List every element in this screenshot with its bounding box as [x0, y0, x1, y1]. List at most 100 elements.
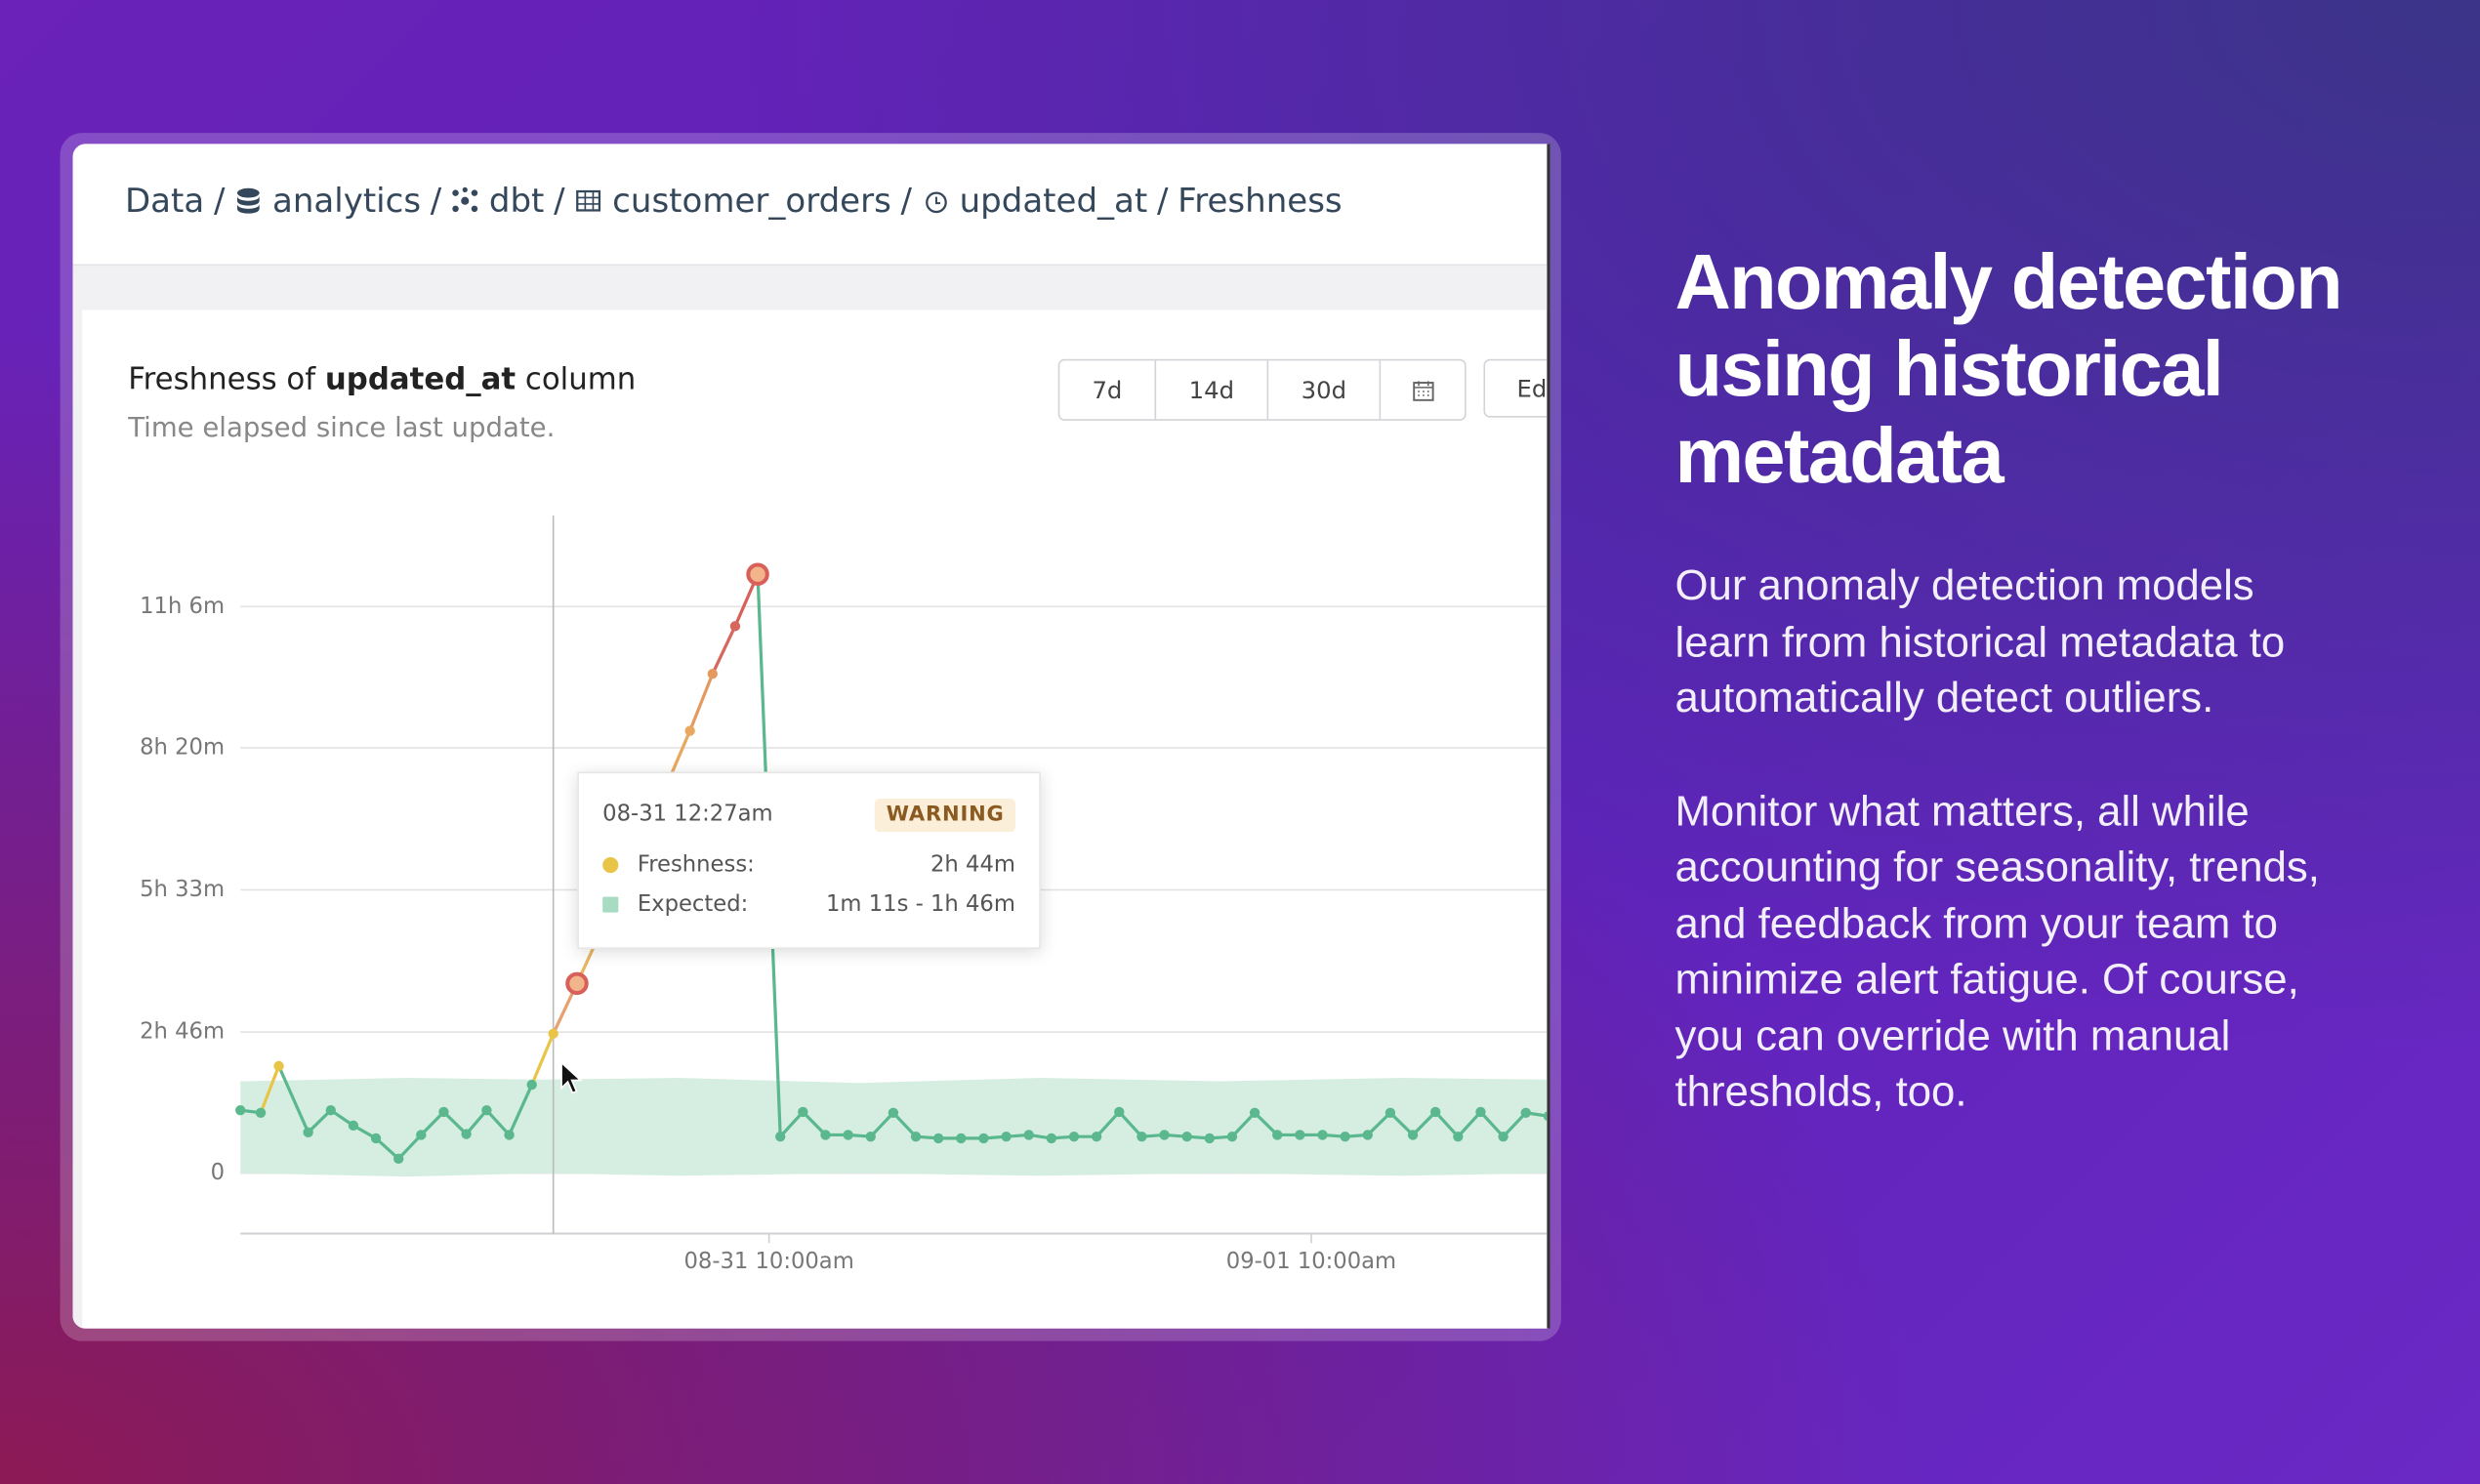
- point: [1272, 1130, 1283, 1140]
- line-segment: [891, 1111, 918, 1138]
- anomaly-point: [565, 971, 589, 996]
- point: [1407, 1130, 1419, 1140]
- line-segment: [374, 1136, 400, 1161]
- range-button[interactable]: 7d: [1059, 360, 1157, 420]
- point: [325, 1104, 336, 1116]
- legend-swatch: [602, 896, 619, 913]
- breadcrumb-item[interactable]: Data: [124, 182, 205, 221]
- line-segment: [442, 1110, 468, 1135]
- line-segment: [1095, 1110, 1121, 1138]
- line-segment: [779, 1110, 805, 1138]
- point: [1046, 1133, 1057, 1144]
- point: [1159, 1130, 1170, 1140]
- range-button[interactable]: 30d: [1268, 360, 1382, 420]
- point: [461, 1129, 472, 1139]
- point: [1385, 1107, 1396, 1118]
- panel-edge: [72, 308, 83, 1329]
- tooltip-date: 08-31 12:27am: [602, 802, 773, 828]
- headline-line: using historical: [1674, 327, 2223, 413]
- line-segment: [277, 1065, 310, 1134]
- tooltip: 08-31 12:27am WARNING Freshness: 2h 44m Exp…: [577, 771, 1041, 949]
- breadcrumb-item[interactable]: dbt: [488, 182, 545, 221]
- point: [888, 1107, 899, 1118]
- line-segment: [1411, 1110, 1437, 1136]
- line-segment: [530, 1033, 556, 1086]
- range-button[interactable]: 14d: [1156, 360, 1269, 420]
- status-badge: WARNING: [875, 798, 1015, 832]
- breadcrumb-separator: /: [1156, 182, 1169, 221]
- breadcrumb-item[interactable]: Freshness: [1178, 182, 1343, 221]
- paragraph-line: learn from historical metadata to: [1674, 617, 2286, 666]
- point: [273, 1060, 284, 1072]
- paragraph-line: Our anomaly detection models: [1674, 561, 2254, 609]
- point: [1249, 1107, 1261, 1118]
- breadcrumb-item[interactable]: updated_at: [959, 182, 1148, 221]
- paragraph-line: Monitor what matters, all while: [1674, 786, 2250, 835]
- point: [370, 1133, 382, 1144]
- headline-line: Anomaly detection: [1674, 240, 2342, 326]
- point: [255, 1107, 267, 1118]
- edit-button[interactable]: Ed: [1483, 358, 1548, 418]
- paragraph: Monitor what matters, all while accountin…: [1674, 784, 2341, 1121]
- point: [548, 1028, 558, 1039]
- breadcrumb-separator: /: [554, 182, 565, 221]
- breadcrumb-item[interactable]: customer_orders: [612, 182, 891, 221]
- point: [1362, 1130, 1373, 1140]
- line-segment: [465, 1109, 488, 1135]
- panel-subtitle: Time elapsed since last update.: [128, 412, 556, 445]
- point: [1317, 1130, 1328, 1140]
- title-text: Freshness of: [128, 361, 325, 397]
- line-segment: [802, 1110, 827, 1136]
- tooltip-label: Expected:: [637, 891, 749, 918]
- legend-swatch: [602, 856, 619, 874]
- paragraph-line: you can override with manual: [1674, 1010, 2231, 1059]
- point: [1295, 1130, 1305, 1140]
- breadcrumb: Data / analytics / dbt / customer_orders / updat…: [125, 182, 1343, 220]
- breadcrumb-icon: [452, 186, 478, 213]
- line-segment: [1479, 1110, 1505, 1138]
- point: [707, 668, 718, 680]
- breadcrumb-item[interactable]: analytics: [272, 182, 422, 221]
- anomaly-point: [746, 562, 769, 586]
- line-segment: [1457, 1110, 1482, 1138]
- point: [684, 725, 695, 736]
- point: [1023, 1130, 1034, 1140]
- headline-line: metadata: [1674, 414, 2004, 500]
- promo: Anomaly detection using historical metadat…: [1674, 240, 2342, 1121]
- tooltip-label: Freshness:: [637, 852, 755, 879]
- y-tick-label: 0: [211, 1160, 225, 1185]
- point: [910, 1132, 922, 1142]
- paragraph: Our anomaly detection models learn from h…: [1674, 558, 2341, 727]
- point: [1340, 1132, 1350, 1142]
- breadcrumb-icon: [576, 189, 601, 212]
- line-segment: [307, 1109, 332, 1134]
- point: [978, 1133, 989, 1144]
- point: [865, 1132, 876, 1142]
- line-segment: [1118, 1110, 1143, 1138]
- paragraph-line: accounting for seasonality, trends,: [1674, 843, 2320, 891]
- point: [235, 1104, 246, 1116]
- point: [1543, 1111, 1548, 1122]
- breadcrumb-separator: /: [430, 182, 442, 221]
- point: [1091, 1132, 1102, 1142]
- calendar-button[interactable]: [1381, 360, 1465, 419]
- line-segment: [1366, 1111, 1392, 1136]
- point: [1475, 1106, 1486, 1118]
- point: [1520, 1107, 1531, 1118]
- point: [1068, 1132, 1080, 1142]
- point: [526, 1079, 537, 1091]
- point: [481, 1104, 492, 1116]
- point: [820, 1130, 831, 1140]
- point: [1204, 1133, 1216, 1144]
- panel-title: Freshness of updated_at column: [128, 362, 636, 397]
- line-segment: [397, 1134, 423, 1160]
- point: [798, 1106, 808, 1118]
- range-buttons: 7d 14d 30d: [1057, 358, 1467, 421]
- x-tick-label: 09-01 10:00am: [1226, 1249, 1396, 1274]
- line-segment: [1433, 1110, 1460, 1138]
- line-segment: [485, 1109, 511, 1136]
- point: [1498, 1132, 1509, 1142]
- point: [729, 621, 741, 632]
- line-segment: [1253, 1111, 1279, 1136]
